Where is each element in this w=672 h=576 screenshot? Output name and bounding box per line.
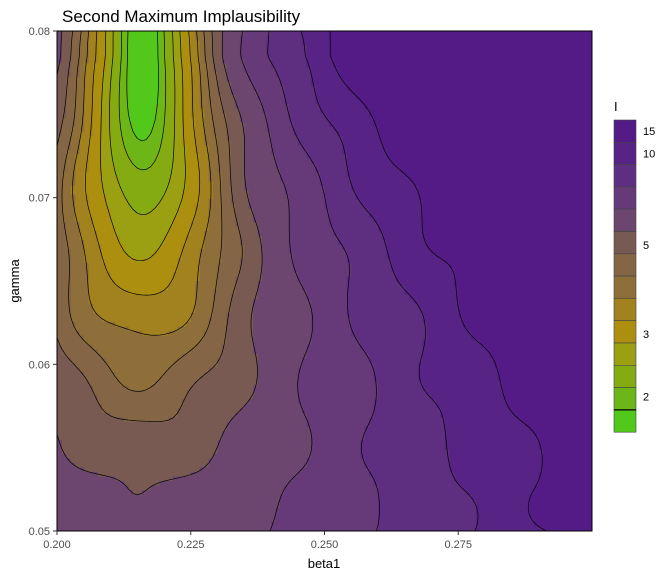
contour-band — [266, 31, 477, 531]
legend-title: I — [614, 99, 618, 114]
legend-key — [613, 298, 637, 321]
x-tick-label: 0.275 — [444, 539, 472, 551]
contour-line — [240, 31, 314, 531]
x-tick-label: 0.250 — [311, 539, 339, 551]
x-tick-label: 0.200 — [43, 539, 71, 551]
y-axis: 0.05 0.06 0.07 0.08 — [29, 26, 57, 538]
legend-label: 10 — [643, 148, 655, 160]
legend-label: 3 — [643, 329, 649, 341]
legend-key — [613, 231, 637, 255]
contour-line — [61, 31, 223, 392]
x-tick-label: 0.225 — [177, 539, 205, 551]
contour-line — [100, 31, 186, 262]
x-axis-label: beta1 — [308, 556, 341, 571]
contour-line — [267, 31, 380, 531]
legend-key — [613, 186, 637, 210]
legend-key — [613, 342, 637, 366]
contour-band — [83, 31, 201, 296]
contour-line — [57, 31, 263, 496]
contour-band — [328, 31, 592, 531]
contour-line — [85, 31, 201, 296]
y-axis-label: gamma — [7, 259, 22, 303]
contour-band — [57, 31, 245, 423]
y-tick-label: 0.05 — [29, 526, 50, 538]
legend-key — [613, 364, 637, 388]
legend-label: 5 — [643, 240, 649, 252]
contour-line — [329, 31, 547, 531]
legend-key — [613, 119, 637, 143]
legend: I 15 10 5 3 2 — [613, 99, 655, 433]
y-tick-label: 0.07 — [29, 193, 50, 205]
contour-line — [109, 31, 176, 216]
legend-key — [613, 320, 637, 344]
contour-band — [119, 31, 165, 173]
legend-key — [613, 208, 637, 232]
legend-label: 15 — [643, 126, 655, 138]
legend-key — [613, 164, 637, 188]
y-tick-label: 0.08 — [29, 26, 50, 38]
y-tick-label: 0.06 — [29, 359, 50, 371]
x-axis: 0.200 0.225 0.250 0.275 — [43, 531, 472, 551]
chart-title: Second Maximum Implausibility — [62, 7, 301, 26]
contour-band — [239, 31, 379, 531]
legend-key — [613, 275, 637, 299]
contour-band — [70, 31, 214, 336]
contour-line — [300, 31, 479, 531]
contour-line — [72, 31, 212, 336]
contour-band — [110, 31, 174, 214]
contour-band — [61, 31, 223, 391]
contour-line — [57, 31, 243, 422]
legend-label: 2 — [643, 392, 649, 404]
contour-line — [126, 31, 159, 142]
legend-key — [613, 253, 637, 277]
legend-key — [613, 387, 637, 411]
contour-layer — [57, 31, 592, 531]
legend-key — [613, 409, 637, 433]
contour-band — [57, 31, 263, 496]
contour-line — [118, 31, 167, 171]
contour-band — [57, 31, 312, 531]
contour-band — [101, 31, 187, 264]
contour-band — [302, 31, 544, 531]
contour-band — [128, 31, 160, 141]
legend-key — [613, 142, 637, 165]
